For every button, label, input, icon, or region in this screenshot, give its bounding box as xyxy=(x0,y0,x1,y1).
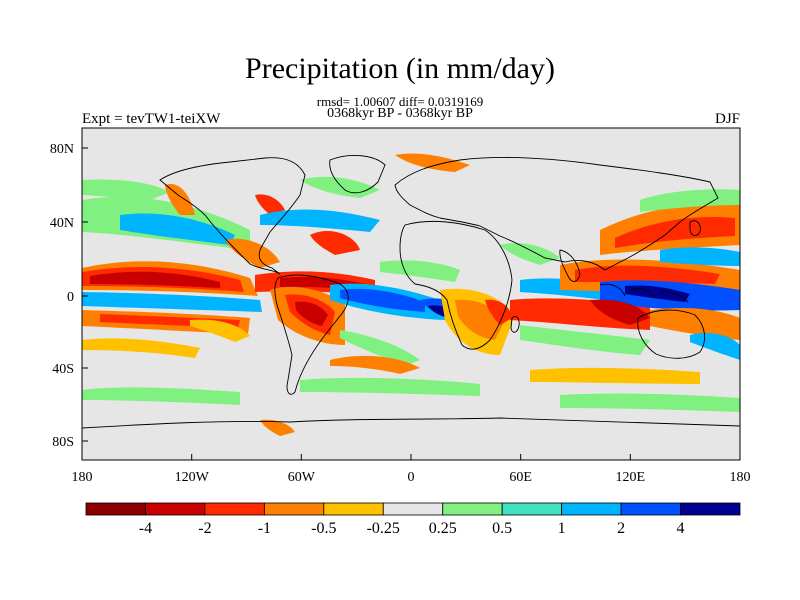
coastline-south-america xyxy=(274,274,349,395)
anomaly-patch xyxy=(295,301,328,326)
anomaly-patch xyxy=(650,307,740,340)
colorbar-label: -1 xyxy=(258,520,271,537)
anomaly-patch xyxy=(82,387,240,405)
coastline-india xyxy=(559,249,581,282)
coastline-japan xyxy=(689,220,701,236)
anomaly-patch xyxy=(82,338,200,358)
anomaly-patch xyxy=(640,189,740,212)
colorbar-label: 0.5 xyxy=(492,520,512,537)
colorbar-swatch xyxy=(680,502,741,516)
x-tick-label: 60E xyxy=(509,470,532,485)
axis-ticks xyxy=(81,147,741,460)
anomaly-patch xyxy=(530,367,700,384)
season-label: DJF xyxy=(714,111,740,127)
colorbar-label: -2 xyxy=(198,520,211,537)
anomaly-patch xyxy=(660,247,740,266)
anomaly-patch xyxy=(615,216,735,248)
coastline-africa xyxy=(399,220,513,350)
period-line: 0368kyr BP - 0368kyr BP xyxy=(327,106,473,121)
coastline-madagascar xyxy=(510,315,520,333)
anomaly-patch xyxy=(330,355,420,374)
anomaly-patch xyxy=(260,419,295,436)
colorbar-label: -4 xyxy=(139,520,152,537)
anomaly-patch xyxy=(560,393,740,412)
x-tick-label: 120W xyxy=(175,470,210,485)
anomaly-patch xyxy=(395,153,470,172)
anomaly-patch xyxy=(690,333,740,360)
x-tick-label: 0 xyxy=(408,470,415,485)
anomaly-patch xyxy=(380,260,460,282)
colorbar-label: -0.5 xyxy=(311,520,336,537)
anomaly-patch xyxy=(590,299,650,325)
coastline-australia xyxy=(637,309,706,359)
experiment-label: Expt = tevTW1-teiXW xyxy=(82,111,221,127)
colorbar-label: 0.25 xyxy=(429,520,457,537)
colorbar-label: 2 xyxy=(617,520,625,537)
anomaly-patch xyxy=(190,319,250,342)
stats-line: rmsd= 1.00607 diff= 0.0319169 xyxy=(316,94,484,109)
colorbar-swatch xyxy=(382,502,444,516)
anomaly-patch xyxy=(500,243,560,265)
anomaly-patch xyxy=(82,292,262,312)
anomaly-patch xyxy=(165,184,195,215)
x-tick-label: 120E xyxy=(616,470,646,485)
anomaly-patch xyxy=(310,230,360,255)
colorbar-swatch xyxy=(561,502,622,516)
colorbar-swatch xyxy=(263,502,325,516)
x-tick-label: 180 xyxy=(72,470,93,485)
coastline-eurasia xyxy=(394,157,719,271)
y-tick-label: 0 xyxy=(67,290,74,305)
colorbar-label: 4 xyxy=(677,520,685,537)
y-tick-label: 80N xyxy=(50,142,74,157)
anomaly-patch xyxy=(82,179,170,200)
x-tick-label: 180 xyxy=(730,470,751,485)
colorbar-swatch xyxy=(204,502,265,516)
chart-title: Precipitation (in mm/day) xyxy=(245,52,555,85)
y-tick-label: 80S xyxy=(52,435,74,450)
anomaly-patch xyxy=(255,194,285,215)
coastline-greenland xyxy=(329,154,386,194)
anomaly-patch xyxy=(90,271,220,288)
x-tick-label: 60W xyxy=(288,470,316,485)
anomaly-patch xyxy=(260,209,380,232)
anomaly-patch xyxy=(300,377,480,396)
anomaly-patch xyxy=(340,330,420,366)
coastline-antarctica xyxy=(82,417,740,429)
colorbar-swatch xyxy=(323,502,384,516)
anomaly-patch xyxy=(575,265,720,284)
colorbar-swatch xyxy=(620,502,681,516)
colorbar: -4 -2 -1 -0.5 -0.25 0.25 0.5 1 2 4 xyxy=(85,502,741,537)
colorbar-label: -0.25 xyxy=(367,520,400,537)
anomaly-patch xyxy=(340,288,425,312)
anomaly-patch xyxy=(225,238,280,268)
anomaly-patch xyxy=(485,299,512,325)
coastline-maritime-continent xyxy=(599,283,689,303)
y-tick-label: 40S xyxy=(52,362,74,377)
anomaly-field xyxy=(82,153,740,436)
colorbar-swatch xyxy=(145,502,206,516)
anomaly-patch xyxy=(120,213,235,245)
anomaly-patch xyxy=(520,325,650,355)
colorbar-swatch xyxy=(85,502,146,516)
colorbar-swatch xyxy=(442,502,503,516)
colorbar-swatch xyxy=(501,502,563,516)
anomaly-patch xyxy=(625,285,690,302)
y-tick-label: 40N xyxy=(50,216,74,231)
coastlines xyxy=(82,154,740,429)
coastline-north-america xyxy=(159,157,306,275)
colorbar-label: 1 xyxy=(558,520,566,537)
